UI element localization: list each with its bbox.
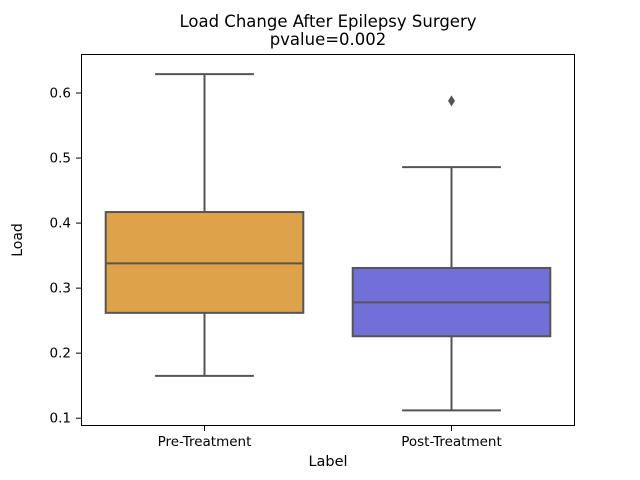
axes-frame: [81, 54, 575, 426]
y-tick-label: 0.4: [50, 216, 71, 232]
outlier-marker-post-treatment: [448, 95, 455, 107]
y-tick-label: 0.6: [50, 86, 71, 102]
x-tick-label-pre-treatment: Pre-Treatment: [158, 434, 252, 450]
y-tick-label: 0.2: [50, 346, 71, 362]
chart-title: Load Change After Epilepsy Surgery: [179, 12, 477, 31]
chart-title-block: Load Change After Epilepsy Surgery pvalu…: [81, 13, 575, 49]
y-axis-label: Load: [10, 223, 26, 257]
y-tick-label: 0.5: [50, 151, 71, 167]
y-tick-label: 0.1: [50, 411, 71, 427]
x-tick-label-post-treatment: Post-Treatment: [401, 434, 502, 450]
x-axis-label: Label: [308, 454, 348, 470]
chart-subtitle: pvalue=0.002: [269, 30, 387, 49]
y-tick-label: 0.3: [50, 281, 71, 297]
